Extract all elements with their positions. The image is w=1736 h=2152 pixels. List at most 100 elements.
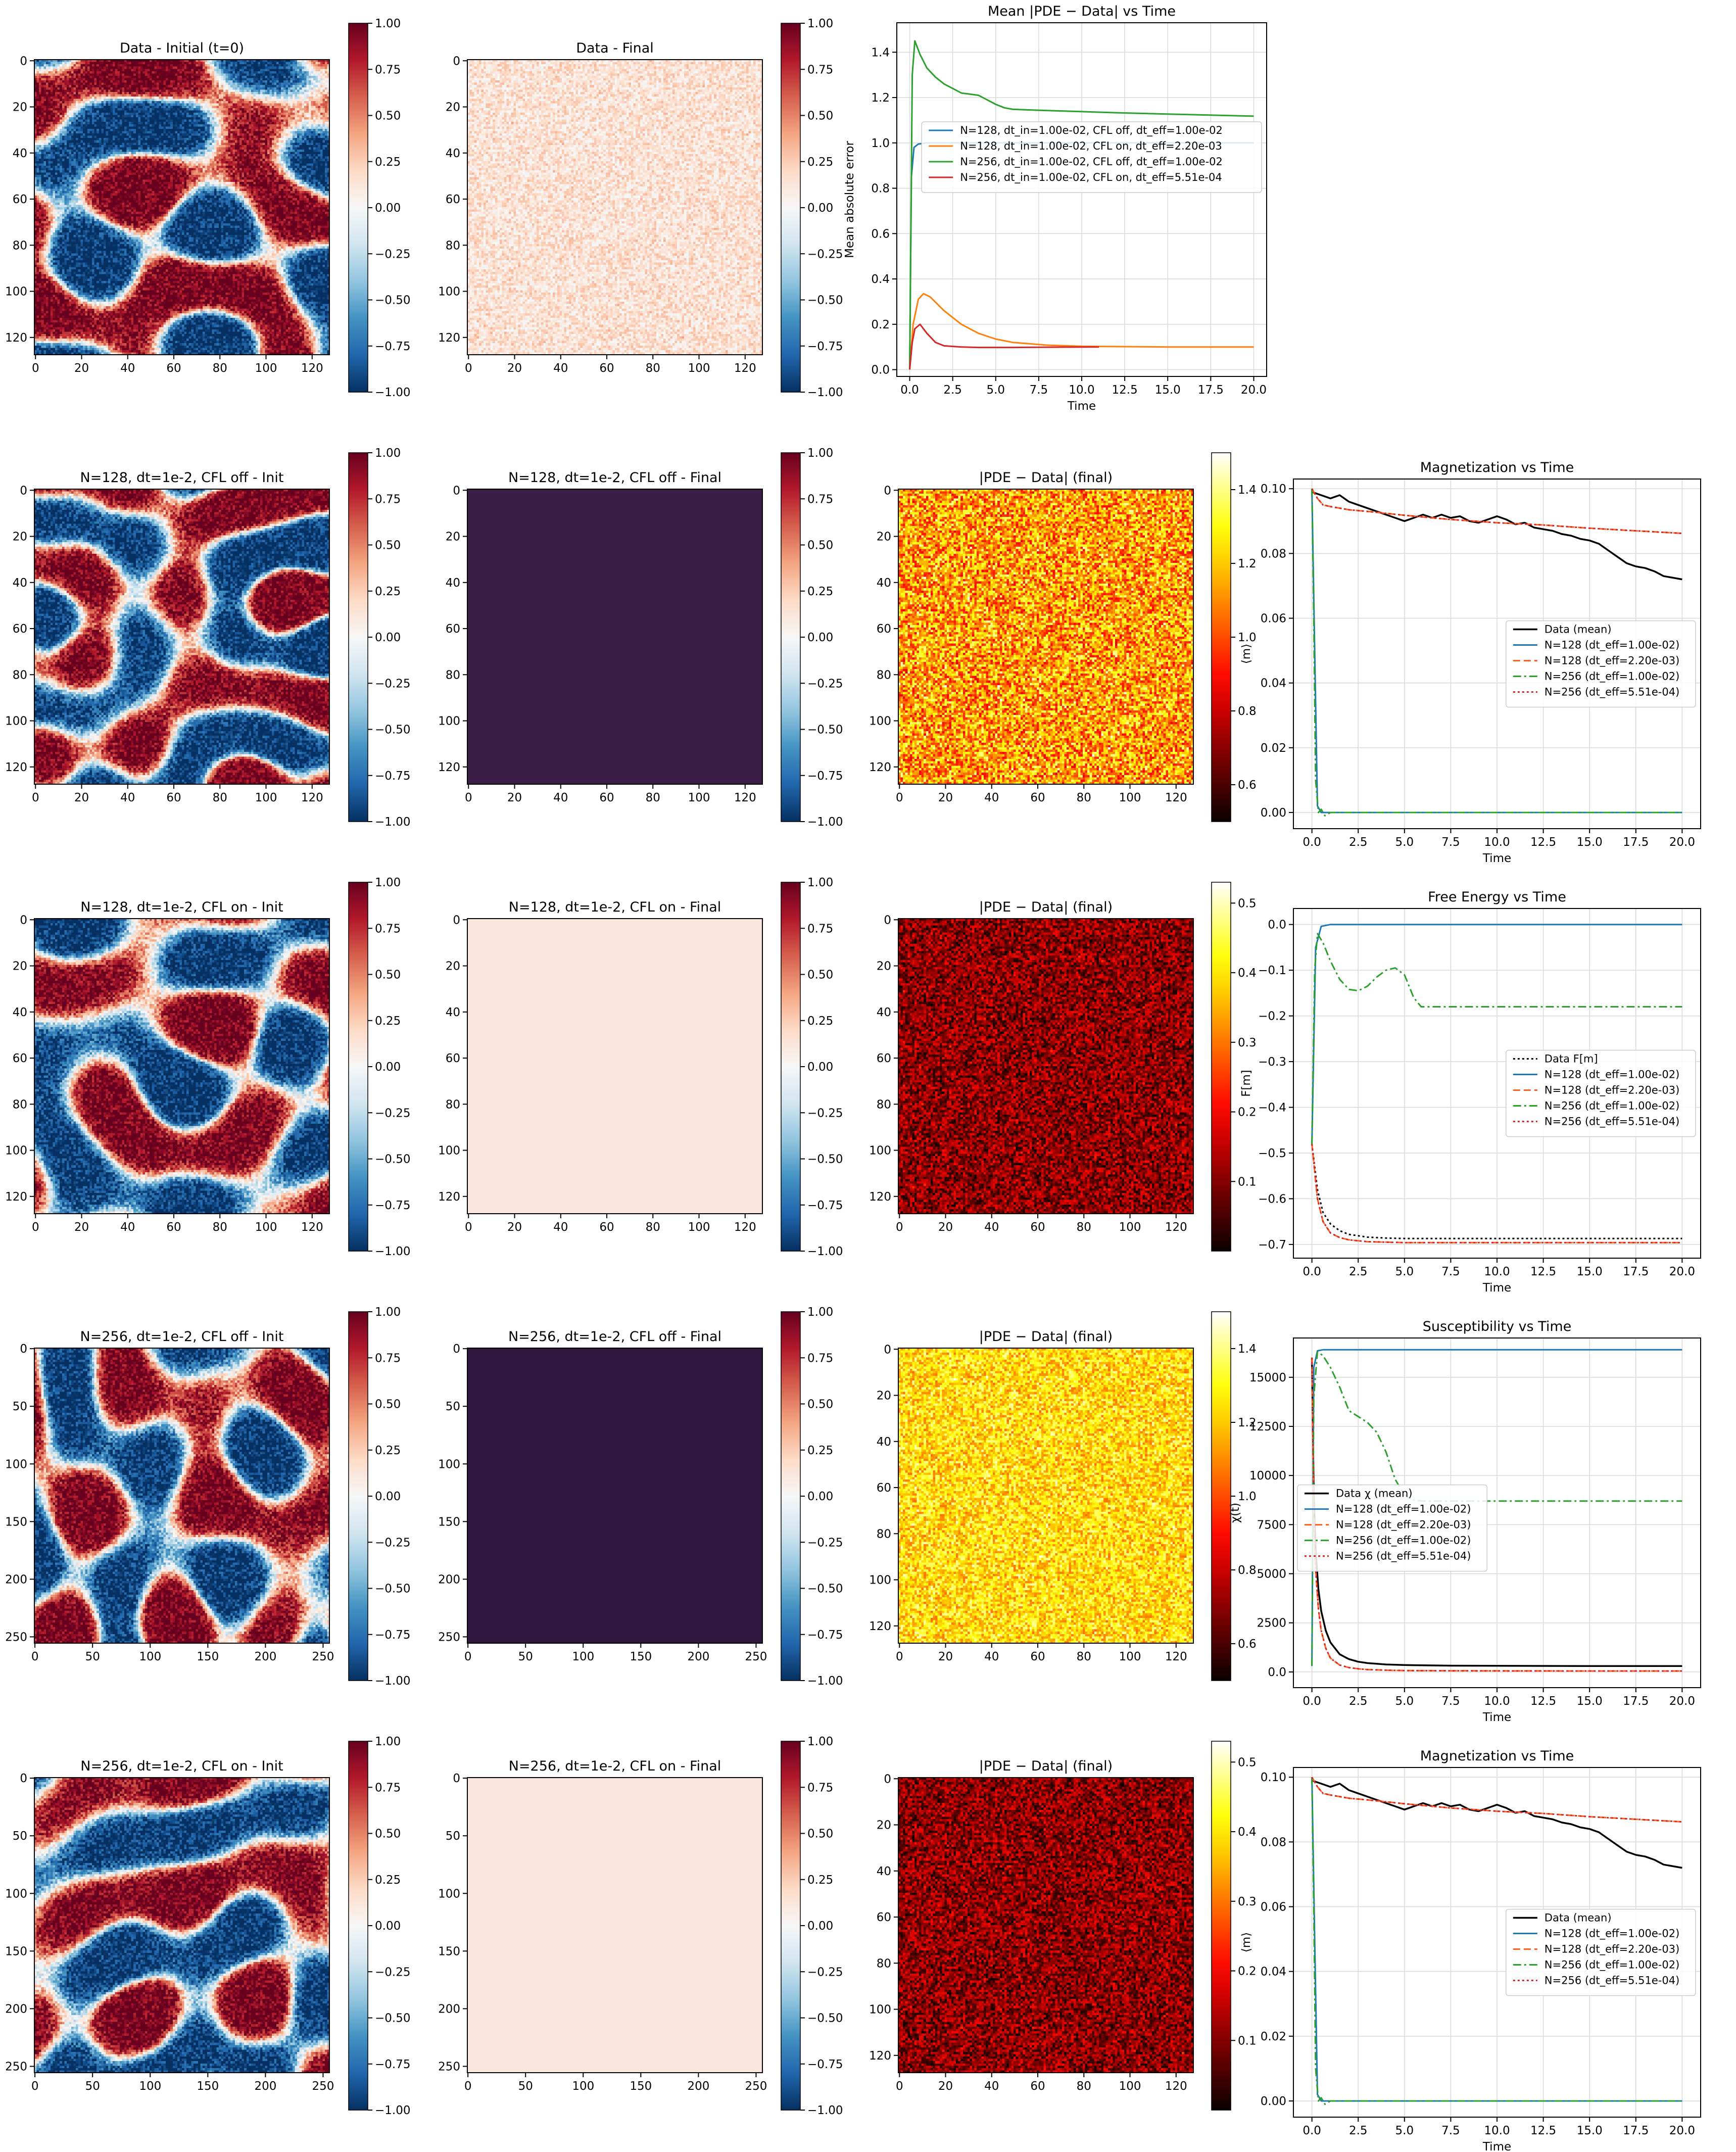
x-tick-label: 10.0 bbox=[1484, 836, 1510, 849]
x-tick-label: 10.0 bbox=[1484, 1695, 1510, 1708]
legend-box bbox=[921, 121, 1262, 193]
colorbar-tick-label: 0.75 bbox=[807, 1781, 833, 1794]
x-tick-label: 120 bbox=[1165, 1221, 1187, 1234]
colorbar-tick-label: 0.5 bbox=[1238, 1756, 1257, 1769]
colorbar-tick-label: −0.75 bbox=[375, 1629, 410, 1642]
x-tick-label: 120 bbox=[1165, 2080, 1187, 2093]
y-tick-label: 20 bbox=[446, 101, 460, 114]
colorbar-tick-label: −0.50 bbox=[375, 724, 410, 737]
x-axis-label: Time bbox=[1482, 2140, 1511, 2152]
colorbar-r2-final: 1.00 0.75 0.50 0.25 0.00 −0.25 −0.50 −0.75 −1.00 bbox=[781, 876, 843, 1258]
colorbar-tick-label: −0.25 bbox=[375, 248, 410, 261]
y-tick-label: 100 bbox=[869, 715, 891, 728]
legend-label: N=256 (dt_eff=1.00e-02) bbox=[1545, 671, 1679, 683]
axes-frame bbox=[1293, 908, 1701, 1259]
heatmap-r1-diff: |PDE − Data| (final) 0 20 40 60 80 100 120 0 20 40… bbox=[869, 470, 1194, 804]
x-tick-label: 2.5 bbox=[1349, 1265, 1368, 1278]
x-tick-label: 2.5 bbox=[1349, 1695, 1368, 1708]
y-axis-label: χ(t) bbox=[1229, 1503, 1242, 1523]
colorbar-tick-label: 0.50 bbox=[375, 110, 401, 123]
x-tick-label: 80 bbox=[646, 362, 660, 375]
colorbar-tick-label: −1.00 bbox=[807, 816, 843, 829]
legend: Data χ (mean) N=128 (dt_eff=1.00e-02) N=12… bbox=[1297, 1484, 1487, 1572]
y-tick-label: 0 bbox=[884, 484, 891, 497]
x-tick-label: 40 bbox=[984, 1650, 999, 1663]
x-tick-label: 15.0 bbox=[1577, 1695, 1603, 1708]
x-tick-label: 7.5 bbox=[1441, 1265, 1460, 1278]
x-tick-label: 100 bbox=[255, 362, 277, 375]
heatmap-r2-final: N=128, dt=1e-2, CFL on - Final 0 20 40 60 80 1… bbox=[438, 899, 763, 1234]
series-line bbox=[1312, 491, 1682, 581]
x-tick-label: 0 bbox=[896, 791, 903, 804]
colorbar-tick-label: 1.2 bbox=[1238, 557, 1257, 570]
heatmap-image bbox=[467, 489, 762, 784]
colorbar-gradient bbox=[348, 452, 368, 822]
x-tick-label: 120 bbox=[734, 1221, 756, 1234]
x-tick-label: 80 bbox=[1077, 1650, 1091, 1663]
colorbar-tick-label: 0.3 bbox=[1238, 1036, 1257, 1049]
legend: N=128, dt_in=1.00e-02, CFL off, dt_eff=1… bbox=[921, 121, 1262, 193]
x-tick-label: 120 bbox=[1165, 1650, 1187, 1663]
x-tick-label: 200 bbox=[254, 1650, 276, 1663]
legend-box bbox=[1506, 1049, 1696, 1137]
colorbar-tick-label: 0.4 bbox=[1238, 1826, 1257, 1839]
y-tick-label: 0 bbox=[453, 55, 460, 68]
x-tick-label: 40 bbox=[120, 362, 135, 375]
heatmap-image bbox=[34, 1778, 329, 2073]
x-tick-label: 100 bbox=[255, 1221, 277, 1234]
heatmap-image bbox=[898, 919, 1193, 1214]
axes-frame bbox=[1293, 1767, 1701, 2118]
y-tick-label: 120 bbox=[869, 761, 891, 774]
x-tick-label: 80 bbox=[646, 791, 660, 804]
y-tick-label: 60 bbox=[446, 193, 460, 206]
heatmap-data-init: Data - Initial (t=0) 0 20 40 60 80 100 120 0 20 40… bbox=[5, 40, 330, 375]
legend-label: N=128 (dt_eff=2.20e-03) bbox=[1545, 1084, 1679, 1097]
panel-title: N=128, dt=1e-2, CFL on - Final bbox=[509, 899, 721, 915]
colorbar-gradient bbox=[348, 882, 368, 1252]
y-tick-label: 40 bbox=[13, 577, 27, 590]
heatmap-image bbox=[34, 1348, 329, 1643]
colorbar-r2-diff: 0.5 0.4 0.3 0.2 0.1 bbox=[1211, 882, 1257, 1252]
y-tick-label: 60 bbox=[446, 1052, 460, 1065]
line-chart-mag2: 0.0 2.5 5.0 7.5 10.0 12.5 15.0 17.5 20.0 0.00 0.02… bbox=[1240, 1748, 1701, 2152]
colorbar-tick-label: 0.25 bbox=[807, 156, 833, 169]
heatmap-image bbox=[898, 489, 1193, 784]
x-tick-label: 60 bbox=[1030, 1221, 1045, 1234]
chart-title: Magnetization vs Time bbox=[1420, 460, 1574, 475]
y-tick-label: 200 bbox=[5, 2002, 27, 2016]
x-tick-label: 250 bbox=[312, 1650, 334, 1663]
heatmap-r2-init: N=128, dt=1e-2, CFL on - Init 0 20 40 60 80 10… bbox=[5, 899, 330, 1234]
y-tick-label: 20 bbox=[877, 531, 891, 544]
y-tick-label: 20 bbox=[877, 1390, 891, 1403]
x-tick-label: 120 bbox=[301, 791, 323, 804]
heatmap-r3-final: N=256, dt=1e-2, CFL off - Final 0 50 100 150… bbox=[438, 1329, 767, 1663]
x-tick-label: 40 bbox=[984, 1221, 999, 1234]
colorbar-tick-label: −0.75 bbox=[807, 2058, 843, 2071]
line-chart-free-energy: 0.0 2.5 5.0 7.5 10.0 12.5 15.0 17.5 20.0 0.0 −0.1 −… bbox=[1240, 889, 1701, 1295]
colorbar-tick-label: 1.00 bbox=[807, 17, 833, 30]
colorbar-tick-label: 1.00 bbox=[807, 447, 833, 460]
colorbar-tick-label: −0.50 bbox=[807, 1153, 843, 1166]
y-tick-label: 0.10 bbox=[1261, 483, 1286, 496]
colorbar-tick-label: −0.25 bbox=[807, 248, 843, 261]
x-tick-label: 5.0 bbox=[1395, 836, 1414, 849]
y-tick-label: 200 bbox=[5, 1573, 27, 1586]
y-tick-label: 0 bbox=[20, 55, 27, 68]
x-tick-label: 5.0 bbox=[1395, 1265, 1414, 1278]
colorbar-tick-label: −0.50 bbox=[807, 294, 843, 307]
x-tick-label: 0 bbox=[31, 2080, 39, 2093]
colorbar-gradient bbox=[1211, 1741, 1231, 2111]
legend-label: N=256 (dt_eff=1.00e-02) bbox=[1545, 1959, 1679, 1972]
heatmap-image bbox=[467, 1778, 762, 2073]
plot-area bbox=[1311, 924, 1682, 1244]
x-tick-label: 120 bbox=[301, 1221, 323, 1234]
y-tick-label: 0.02 bbox=[1261, 742, 1286, 755]
colorbar-tick-label: 0.75 bbox=[375, 922, 401, 935]
colorbar-tick-label: −0.75 bbox=[807, 340, 843, 353]
colorbar-tick-label: 0.25 bbox=[807, 1444, 833, 1457]
x-tick-label: 20 bbox=[507, 362, 522, 375]
y-tick-label: 80 bbox=[877, 1527, 891, 1541]
y-tick-label: 60 bbox=[877, 1052, 891, 1065]
y-tick-label: 0 bbox=[20, 1772, 27, 1785]
y-tick-label: 50 bbox=[13, 1400, 27, 1413]
